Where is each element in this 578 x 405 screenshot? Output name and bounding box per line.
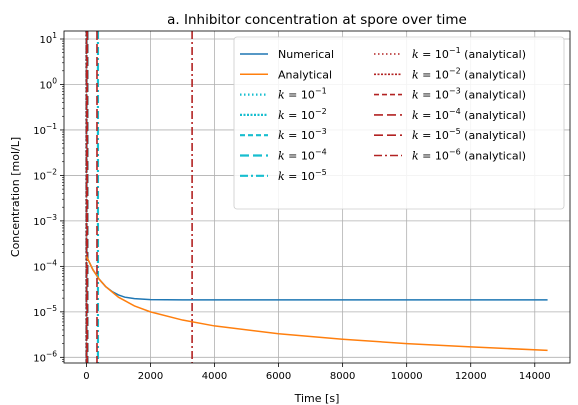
x-tick-label: 2000	[138, 371, 163, 382]
y-tick-label: 100	[39, 76, 57, 91]
y-tick-label: 10−3	[33, 213, 57, 228]
legend-entry: k = 10−2 (analytical)	[412, 66, 526, 81]
legend-entry: k = 10−3	[278, 127, 327, 142]
x-axis-label: Time [s]	[294, 392, 340, 405]
series-line-numerical	[85, 256, 548, 301]
legend-entry: k = 10−4 (analytical)	[412, 107, 526, 122]
x-tick-label: 12000	[455, 371, 487, 382]
legend-entry: Analytical	[278, 68, 332, 81]
y-tick-label: 10−5	[33, 304, 57, 319]
legend-entry: k = 10−5	[278, 168, 327, 183]
series-line-analytical	[85, 256, 548, 352]
x-tick-label: 6000	[266, 371, 291, 382]
y-tick-label: 10−4	[33, 258, 57, 273]
legend-box	[233, 36, 565, 210]
y-axis-label: Concentration [mol/L]	[9, 137, 22, 257]
chart-title: a. Inhibitor concentration at spore over…	[167, 12, 467, 28]
plot-frame	[63, 30, 571, 364]
legend-entry: Numerical	[278, 48, 334, 61]
legend: Numerical Analytical k = 10−1 k = 10−2 k = 1…	[233, 36, 565, 210]
x-tick-label: 0	[83, 371, 89, 382]
legend-entry: k = 10−1	[278, 87, 327, 102]
legend-entry: k = 10−2	[278, 107, 327, 122]
legend-entry: k = 10−4	[278, 148, 327, 163]
y-axis: 10−6 10−5 10−4 10−3 10−2 10−1 100 101	[33, 31, 64, 364]
y-tick-label: 101	[39, 31, 57, 46]
y-tick-label: 10−2	[33, 167, 57, 182]
x-tick-label: 8000	[330, 371, 355, 382]
y-tick-label: 10−1	[33, 122, 57, 137]
x-tick-label: 14000	[519, 371, 551, 382]
legend-entry: k = 10−6 (analytical)	[412, 148, 526, 163]
legend-entry: k = 10−3 (analytical)	[412, 87, 526, 102]
legend-entry: k = 10−5 (analytical)	[412, 127, 526, 142]
x-tick-label: 10000	[391, 371, 423, 382]
legend-entry: k = 10−1 (analytical)	[412, 46, 526, 61]
plot-area	[85, 31, 548, 363]
y-tick-label: 10−6	[33, 349, 57, 364]
x-axis: 0 2000 4000 6000 8000 10000 12000 14000	[83, 363, 551, 382]
x-tick-label: 4000	[202, 371, 227, 382]
